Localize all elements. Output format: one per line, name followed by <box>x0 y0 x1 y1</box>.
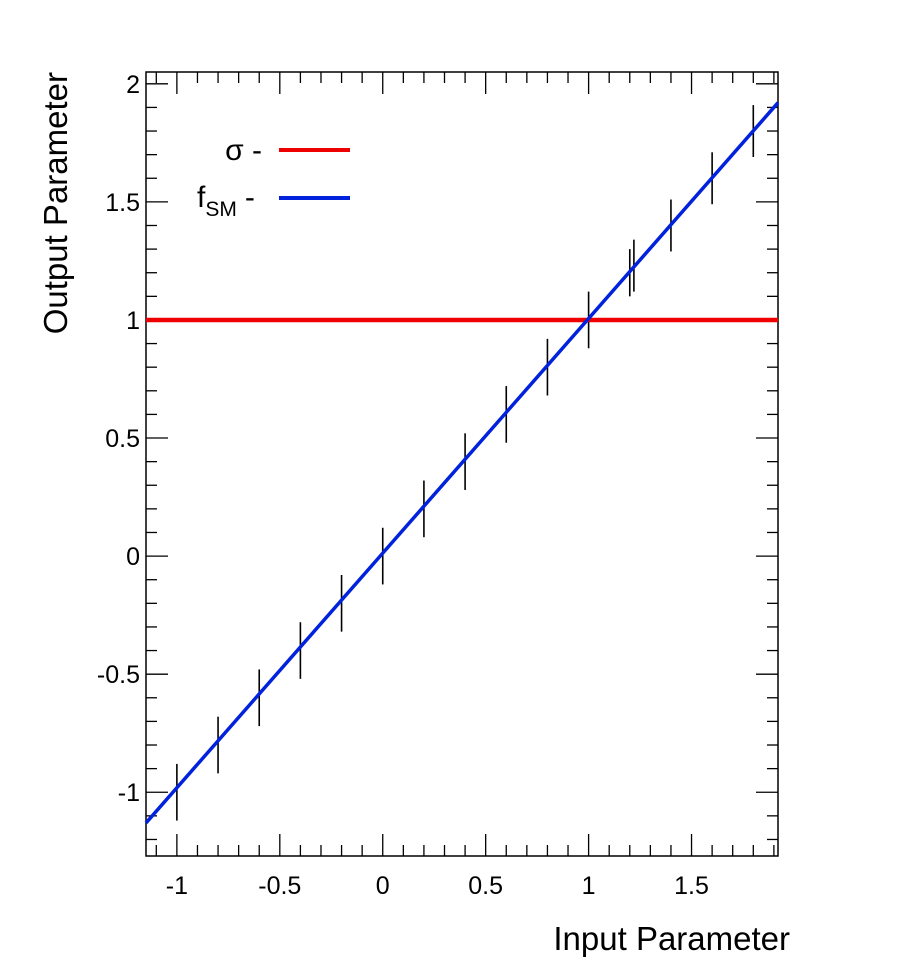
legend-label-fsm-sub: SM <box>205 198 237 221</box>
legend: σ - fSM - <box>197 134 350 221</box>
x-tick-label: -0.5 <box>258 872 301 900</box>
plot-frame <box>145 71 779 857</box>
legend-label-fsm-main: f <box>197 181 206 214</box>
y-tick-label: -0.5 <box>97 661 140 689</box>
legend-label-fsm: fSM - <box>197 181 255 221</box>
legend-label-sigma: σ - <box>225 134 262 167</box>
series-lines <box>144 101 780 825</box>
axis-ticks <box>146 72 778 856</box>
y-tick-label: 1.5 <box>105 189 140 217</box>
series-line-fsm <box>144 101 780 825</box>
y-tick-label: 0 <box>126 543 140 571</box>
y-tick-label: 1 <box>126 307 140 335</box>
tick-labels: -1 -0.5 0 0.5 1 1.5 -1 -0.5 0 0.5 1 1.5 2 <box>97 71 709 900</box>
y-axis-title: Output Parameter <box>37 72 74 334</box>
x-axis-title: Input Parameter <box>553 920 790 957</box>
y-tick-label: 0.5 <box>105 425 140 453</box>
x-tick-label: 1.5 <box>674 872 709 900</box>
x-tick-label: 1 <box>582 872 596 900</box>
y-tick-label: -1 <box>118 779 140 807</box>
y-tick-label: 2 <box>126 71 140 99</box>
x-tick-label: -1 <box>166 872 188 900</box>
x-tick-label: 0 <box>376 872 390 900</box>
legend-label-fsm-suffix: - <box>245 181 255 214</box>
x-tick-label: 0.5 <box>468 872 503 900</box>
error-bars <box>176 105 755 821</box>
